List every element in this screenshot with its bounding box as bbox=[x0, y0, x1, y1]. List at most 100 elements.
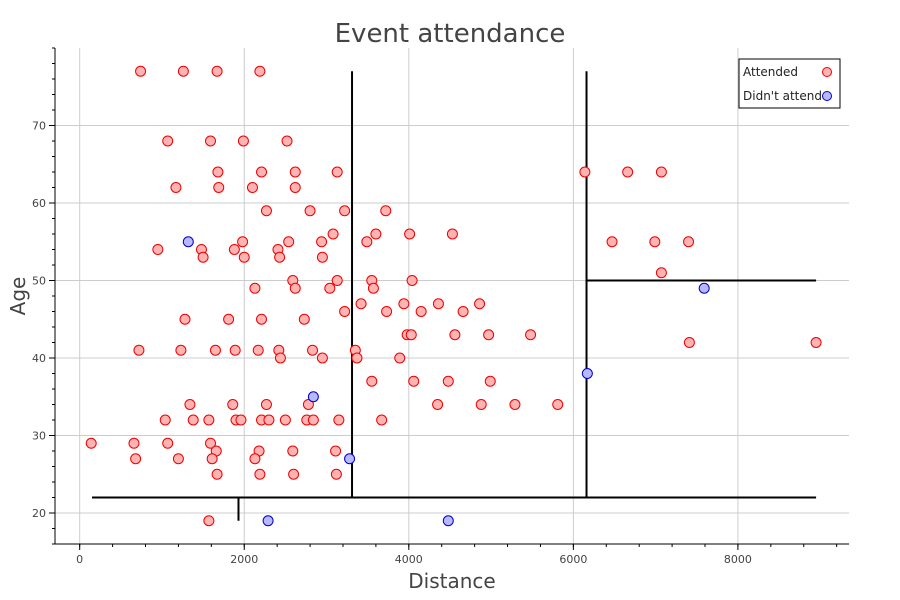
attended-point bbox=[579, 166, 591, 178]
attended-point bbox=[474, 298, 486, 310]
attended-point bbox=[135, 65, 147, 77]
x-axis-label: Distance bbox=[408, 569, 495, 593]
attended-point bbox=[406, 275, 418, 286]
attended-point bbox=[655, 166, 667, 178]
attended-point bbox=[254, 468, 266, 480]
x-tick-label: 2000 bbox=[230, 553, 258, 566]
y-tick-label: 50 bbox=[32, 275, 46, 288]
attended-point bbox=[509, 399, 521, 410]
attended-point bbox=[223, 313, 235, 325]
attended-point bbox=[327, 228, 339, 240]
attended-point bbox=[333, 414, 345, 426]
didnt-attend-point bbox=[581, 368, 593, 379]
attended-point bbox=[289, 182, 301, 193]
attended-point bbox=[246, 182, 258, 193]
attended-point bbox=[274, 251, 286, 263]
x-tick-label: 6000 bbox=[559, 553, 587, 566]
attended-point bbox=[252, 344, 264, 356]
attended-point bbox=[380, 205, 392, 217]
attended-point bbox=[304, 205, 316, 217]
attended-point bbox=[351, 352, 363, 364]
attended-point bbox=[260, 205, 272, 217]
attended-point bbox=[432, 298, 444, 310]
attended-point bbox=[172, 453, 184, 465]
attended-point bbox=[324, 282, 336, 294]
attended-point bbox=[398, 298, 410, 310]
attended-point bbox=[331, 275, 343, 286]
attended-point bbox=[229, 344, 241, 356]
legend-label-didnt-attend: Didn't attend bbox=[743, 89, 822, 103]
attended-point bbox=[394, 352, 406, 364]
decision-boundaries bbox=[92, 71, 817, 521]
attended-point bbox=[331, 166, 343, 178]
attended-point bbox=[260, 399, 272, 410]
attended-point bbox=[206, 453, 218, 465]
attended-point bbox=[237, 236, 249, 248]
attended-point bbox=[475, 399, 487, 410]
y-axis-label: Age bbox=[6, 277, 30, 316]
scatter-points bbox=[85, 65, 822, 527]
attended-point bbox=[283, 236, 295, 248]
attended-point bbox=[289, 282, 301, 294]
attended-point bbox=[483, 329, 495, 341]
attended-point bbox=[128, 437, 140, 449]
attended-point bbox=[211, 65, 223, 77]
attended-point bbox=[307, 344, 319, 356]
attended-point bbox=[211, 468, 223, 480]
attended-point bbox=[212, 166, 224, 178]
attended-point bbox=[366, 375, 378, 387]
didnt-attend-point bbox=[307, 391, 319, 403]
attended-point bbox=[367, 282, 379, 294]
didnt-attend-point bbox=[698, 282, 710, 294]
attended-point bbox=[810, 337, 822, 348]
attended-point bbox=[307, 414, 319, 426]
attended-point bbox=[442, 375, 454, 387]
attended-point bbox=[256, 313, 268, 325]
attended-point bbox=[525, 329, 537, 341]
attended-point bbox=[316, 352, 328, 364]
attended-point bbox=[330, 445, 342, 457]
attended-point bbox=[238, 251, 250, 263]
attended-point bbox=[85, 437, 97, 449]
legend-marker-attended bbox=[822, 67, 832, 77]
attended-point bbox=[170, 182, 182, 193]
legend: Attended Didn't attend bbox=[738, 58, 841, 109]
y-tick-label: 70 bbox=[32, 120, 46, 133]
attended-point bbox=[302, 399, 314, 410]
attended-point bbox=[279, 414, 291, 426]
attended-point bbox=[339, 306, 351, 317]
attended-point bbox=[152, 244, 164, 255]
didnt-attend-point bbox=[344, 453, 356, 465]
attended-point bbox=[330, 468, 342, 480]
attended-point bbox=[683, 236, 695, 248]
attended-point bbox=[381, 306, 393, 317]
attended-point bbox=[484, 375, 496, 387]
attended-point bbox=[281, 135, 293, 147]
didnt-attend-point bbox=[442, 515, 454, 527]
attended-point bbox=[683, 337, 695, 348]
y-tick-label: 20 bbox=[32, 507, 46, 520]
attended-point bbox=[263, 414, 275, 426]
attended-point bbox=[227, 399, 239, 410]
x-tick-label: 8000 bbox=[724, 553, 752, 566]
attended-point bbox=[133, 344, 145, 356]
attended-point bbox=[457, 306, 469, 317]
attended-point bbox=[339, 205, 351, 217]
attended-point bbox=[552, 399, 564, 410]
legend-label-attended: Attended bbox=[743, 65, 798, 79]
attended-point bbox=[197, 251, 209, 263]
attended-point bbox=[184, 399, 196, 410]
attended-point bbox=[370, 228, 382, 240]
attended-point bbox=[649, 236, 661, 248]
attended-point bbox=[606, 236, 618, 248]
y-tick-label: 60 bbox=[32, 197, 46, 210]
attended-point bbox=[361, 236, 373, 248]
attended-point bbox=[187, 414, 199, 426]
attended-point bbox=[162, 135, 174, 147]
attended-point bbox=[274, 352, 286, 364]
x-tick-label: 0 bbox=[76, 553, 83, 566]
attended-point bbox=[249, 282, 261, 294]
didnt-attend-point bbox=[182, 236, 194, 248]
attended-point bbox=[376, 414, 388, 426]
